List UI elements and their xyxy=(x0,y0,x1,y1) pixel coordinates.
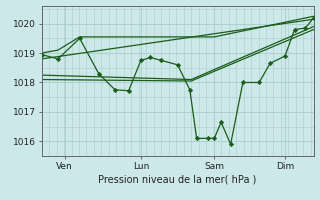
X-axis label: Pression niveau de la mer( hPa ): Pression niveau de la mer( hPa ) xyxy=(99,175,257,185)
